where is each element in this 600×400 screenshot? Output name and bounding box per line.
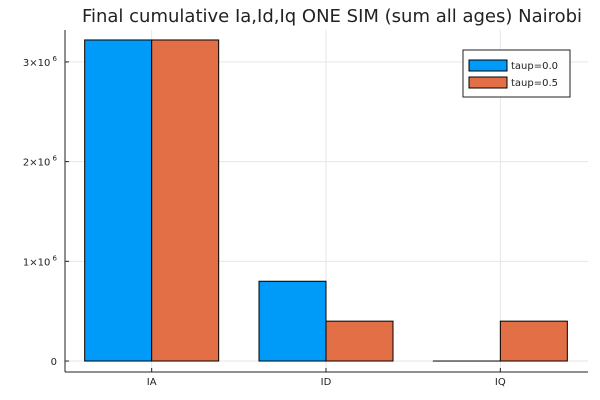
bars <box>84 39 568 362</box>
legend-label: taup=0.0 <box>511 61 558 72</box>
y-tick-label: 1×10 6 <box>23 254 58 268</box>
bar-IQ-taup=0.5 <box>499 320 568 362</box>
y-tick-label: 2×10 6 <box>23 155 58 169</box>
legend-label: taup=0.5 <box>511 78 558 89</box>
x-tick-labels: IA ID IQ <box>147 368 506 388</box>
legend: taup=0.0 taup=0.5 <box>462 49 571 98</box>
chart-title: Final cumulative Ia,Id,Iq ONE SIM (sum a… <box>82 6 582 27</box>
y-tick-label: 3×10 6 <box>23 55 58 69</box>
legend-box <box>462 49 571 98</box>
x-tick-label: IA <box>147 377 157 388</box>
legend-swatch <box>468 76 508 89</box>
legend-swatch <box>468 59 508 72</box>
y-tick-label: 0 <box>51 357 57 368</box>
y-tick-labels: 0 1×10 6 2×10 6 3×10 6 <box>23 55 69 368</box>
bar-IA-taup=0.0 <box>84 39 153 362</box>
bar-IA-taup=0.5 <box>151 39 220 362</box>
bar-ID-taup=0.0 <box>258 280 327 362</box>
x-tick-label: ID <box>321 377 332 388</box>
bar-ID-taup=0.5 <box>325 320 394 362</box>
x-tick-label: IQ <box>495 377 506 388</box>
